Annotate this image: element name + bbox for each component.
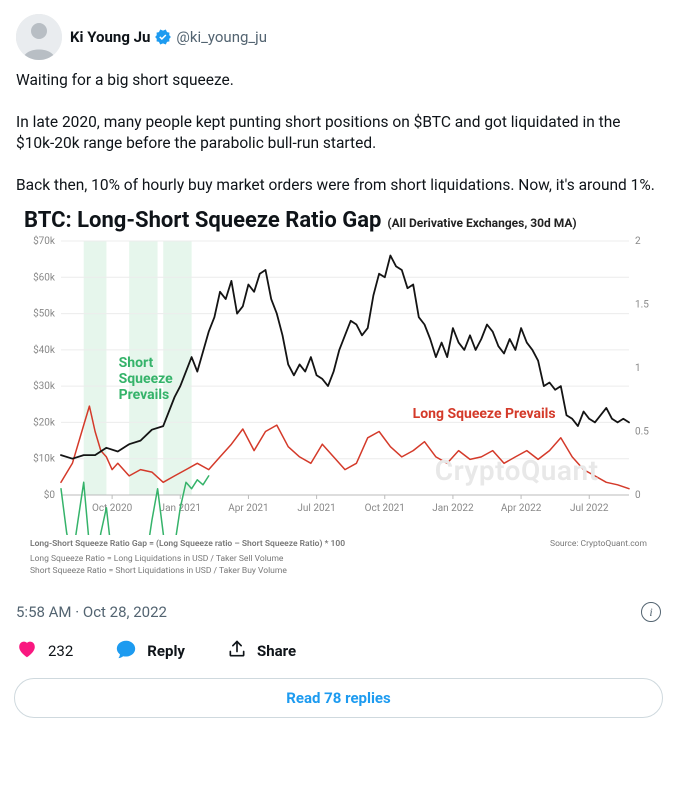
chart-note-2: Short Squeeze Ratio = Short Liquidations… [30, 566, 542, 578]
svg-text:$10k: $10k [33, 451, 56, 464]
svg-text:$20k: $20k [33, 415, 56, 428]
chart-subtitle: (All Derivative Exchanges, 30d MA) [387, 216, 576, 230]
like-button[interactable]: 232 [16, 638, 73, 664]
svg-text:0.5: 0.5 [635, 426, 649, 437]
svg-text:0: 0 [635, 490, 641, 501]
chart-note-1: Long Squeeze Ratio = Long Liquidations i… [30, 554, 542, 566]
timestamp[interactable]: 5:58 AM · Oct 28, 2022 [16, 603, 167, 621]
tweet-header: Ki Young Ju @ki_young_ju [16, 14, 661, 60]
action-bar: 232 Reply Share [0, 632, 677, 678]
svg-text:Jul 2021: Jul 2021 [297, 503, 335, 514]
svg-text:$30k: $30k [33, 379, 56, 392]
timestamp-row: 5:58 AM · Oct 28, 2022 i [0, 594, 677, 632]
read-replies-button[interactable]: Read 78 replies [14, 678, 663, 718]
reply-button[interactable]: Reply [115, 638, 185, 664]
info-icon[interactable]: i [641, 602, 661, 622]
reply-icon [115, 638, 137, 664]
svg-text:Apr 2022: Apr 2022 [500, 503, 541, 514]
tweet-text: Waiting for a big short squeeze. In late… [16, 70, 661, 196]
chart-plot: $0 $10k $20k $30k $40k $50k $60k $70k 0 0.5 1 1.5 2 O… [19, 235, 659, 535]
heart-icon [16, 638, 38, 664]
svg-text:Oct 2021: Oct 2021 [364, 503, 404, 514]
share-label: Share [257, 642, 296, 660]
tweet-card: Ki Young Ju @ki_young_ju Waiting for a b… [0, 0, 677, 594]
svg-text:2: 2 [635, 236, 641, 247]
svg-text:Oct 2020: Oct 2020 [91, 503, 132, 514]
like-count: 232 [48, 642, 73, 660]
avatar[interactable] [16, 14, 62, 60]
share-button[interactable]: Share [227, 639, 296, 663]
svg-text:$70k: $70k [33, 235, 56, 247]
chart-formula: Long-Short Squeeze Ratio Gap = (Long Squ… [30, 539, 542, 551]
chart-title: BTC: Long-Short Squeeze Ratio Gap [24, 208, 381, 233]
svg-text:1: 1 [635, 363, 641, 374]
share-icon [227, 639, 247, 663]
verified-badge-icon [154, 28, 172, 46]
svg-text:1.5: 1.5 [635, 299, 649, 310]
svg-text:Jul 2022: Jul 2022 [570, 503, 609, 514]
svg-text:Jan 2022: Jan 2022 [432, 503, 474, 514]
svg-text:$0: $0 [43, 488, 55, 501]
chart-source: Source: CryptoQuant.com [550, 539, 647, 551]
svg-text:$40k: $40k [33, 342, 56, 355]
chart-footer: Long-Short Squeeze Ratio Gap = (Long Squ… [16, 535, 661, 587]
svg-text:Apr 2021: Apr 2021 [228, 503, 269, 514]
author-handle[interactable]: @ki_young_ju [176, 28, 267, 46]
author-name[interactable]: Ki Young Ju [70, 28, 150, 46]
reply-label: Reply [147, 642, 185, 660]
svg-text:$60k: $60k [33, 270, 56, 283]
chart-image[interactable]: BTC: Long-Short Squeeze Ratio Gap (All D… [16, 206, 661, 587]
svg-text:$50k: $50k [33, 306, 56, 319]
